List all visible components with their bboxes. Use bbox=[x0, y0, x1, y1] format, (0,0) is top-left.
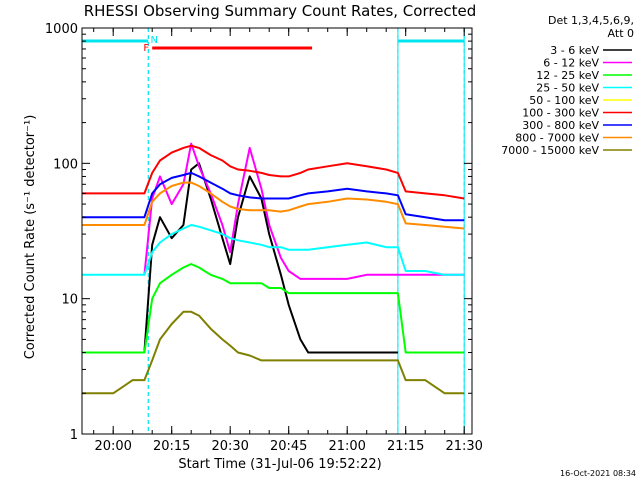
series-line-5 bbox=[82, 144, 465, 200]
y-tick-label: 1 bbox=[70, 428, 78, 443]
series-line-1 bbox=[143, 142, 465, 280]
x-tick-label: 20:30 bbox=[211, 439, 248, 454]
chart-title: RHESSI Observing Summary Count Rates, Co… bbox=[84, 2, 477, 20]
x-tick-label: 20:00 bbox=[94, 439, 131, 454]
legend-label: 50 - 100 keV bbox=[529, 94, 599, 107]
series-line-7 bbox=[82, 181, 465, 230]
legend-label: 7000 - 15000 keV bbox=[501, 144, 599, 157]
series-line-2 bbox=[82, 263, 465, 354]
flag-label-f: F bbox=[143, 43, 149, 54]
flag-label-n: N bbox=[151, 35, 158, 46]
series-line-0 bbox=[143, 162, 398, 354]
series-line-3 bbox=[82, 224, 465, 276]
footer-date: 16-Oct-2021 08:34 bbox=[560, 469, 636, 478]
legend-label: 300 - 800 keV bbox=[522, 119, 599, 132]
legend-label: 6 - 12 keV bbox=[543, 57, 599, 70]
x-tick-label: 21:30 bbox=[445, 439, 482, 454]
y-axis-label: Corrected Count Rate (s⁻¹ detector⁻¹) bbox=[23, 115, 38, 360]
legend-header-line2: Att 0 bbox=[608, 27, 634, 40]
x-axis-label: Start Time (31-Jul-06 19:52:22) bbox=[178, 457, 381, 472]
legend-header-line1: Det 1,3,4,5,6,9, bbox=[548, 14, 634, 27]
legend-label: 800 - 7000 keV bbox=[515, 132, 599, 145]
flags-layer: NF bbox=[81, 28, 465, 434]
legend-label: 100 - 300 keV bbox=[522, 107, 599, 120]
x-tick-label: 20:15 bbox=[153, 439, 190, 454]
series-line-8 bbox=[82, 310, 465, 395]
series-line-6 bbox=[82, 171, 465, 222]
plot-frame bbox=[81, 27, 473, 435]
x-tick-label: 21:00 bbox=[328, 439, 365, 454]
y-tick-label: 1000 bbox=[45, 22, 78, 37]
legend-label: 12 - 25 keV bbox=[536, 69, 599, 82]
x-tick-label: 21:15 bbox=[387, 439, 424, 454]
legend-label: 3 - 6 keV bbox=[550, 44, 599, 57]
y-tick-label: 100 bbox=[53, 157, 78, 172]
series-layer bbox=[82, 142, 465, 395]
x-tick-label: 20:45 bbox=[270, 439, 307, 454]
axes-layer: 20:00 20:15 20:30 20:45 21:00 21:15 21:30 1 10 10… bbox=[45, 22, 483, 454]
y-tick-label: 10 bbox=[61, 293, 78, 308]
legend-label: 25 - 50 keV bbox=[536, 82, 599, 95]
